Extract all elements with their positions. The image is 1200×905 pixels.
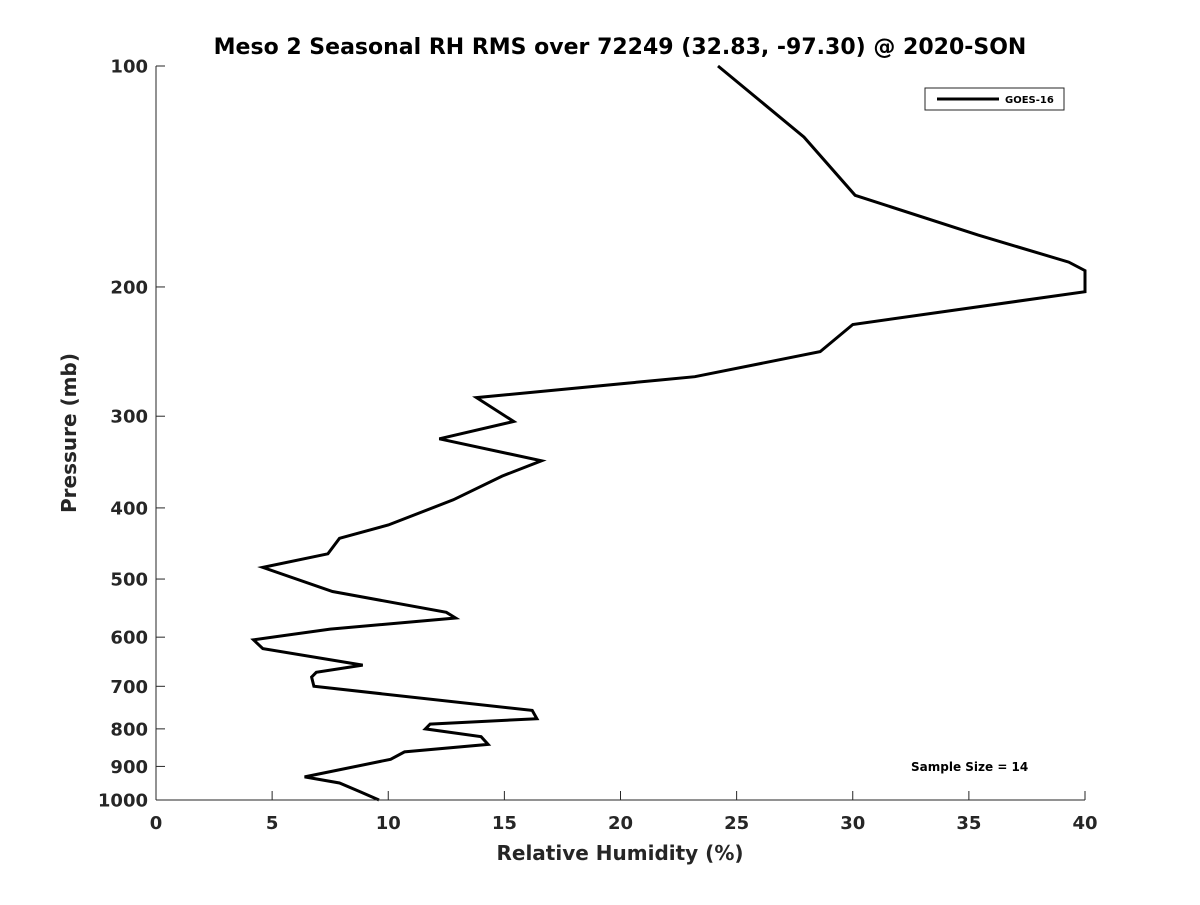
chart-title: Meso 2 Seasonal RH RMS over 72249 (32.83… xyxy=(214,35,1027,60)
y-tick-label-100: 100 xyxy=(110,57,148,78)
y-tick-label-1000: 1000 xyxy=(98,791,148,812)
y-tick-label-500: 500 xyxy=(110,570,148,591)
x-tick-label-10: 10 xyxy=(376,813,401,834)
x-tick-label-5: 5 xyxy=(266,813,279,834)
legend-entry-goes-16: GOES-16 xyxy=(1005,95,1054,106)
x-tick-label-20: 20 xyxy=(608,813,633,834)
y-axis-label: Pressure (mb) xyxy=(57,353,81,513)
plot-content xyxy=(250,64,1087,802)
x-tick-label-40: 40 xyxy=(1072,813,1097,834)
legend: GOES-16 xyxy=(924,87,1065,111)
y-tick-label-800: 800 xyxy=(110,719,148,740)
y-tick-label-700: 700 xyxy=(110,677,148,698)
y-axis-ticks: 100 200 300 400 500 600 700 800 900 1000 xyxy=(98,57,165,812)
y-tick-label-600: 600 xyxy=(110,628,148,649)
plot-area xyxy=(156,66,1085,800)
x-tick-label-30: 30 xyxy=(840,813,865,834)
x-tick-label-35: 35 xyxy=(956,813,981,834)
y-tick-label-200: 200 xyxy=(110,277,148,298)
x-tick-label-25: 25 xyxy=(724,813,749,834)
series-line-goes-16 xyxy=(250,64,1087,802)
x-axis-label: Relative Humidity (%) xyxy=(496,841,743,865)
y-tick-label-900: 900 xyxy=(110,757,148,778)
x-tick-label-15: 15 xyxy=(492,813,517,834)
y-tick-label-300: 300 xyxy=(110,407,148,428)
y-tick-label-400: 400 xyxy=(110,498,148,519)
x-axis-ticks: 0 5 10 15 20 25 30 35 40 xyxy=(150,791,1098,834)
x-tick-label-0: 0 xyxy=(150,813,163,834)
sample-size-annotation: Sample Size = 14 xyxy=(911,760,1028,774)
